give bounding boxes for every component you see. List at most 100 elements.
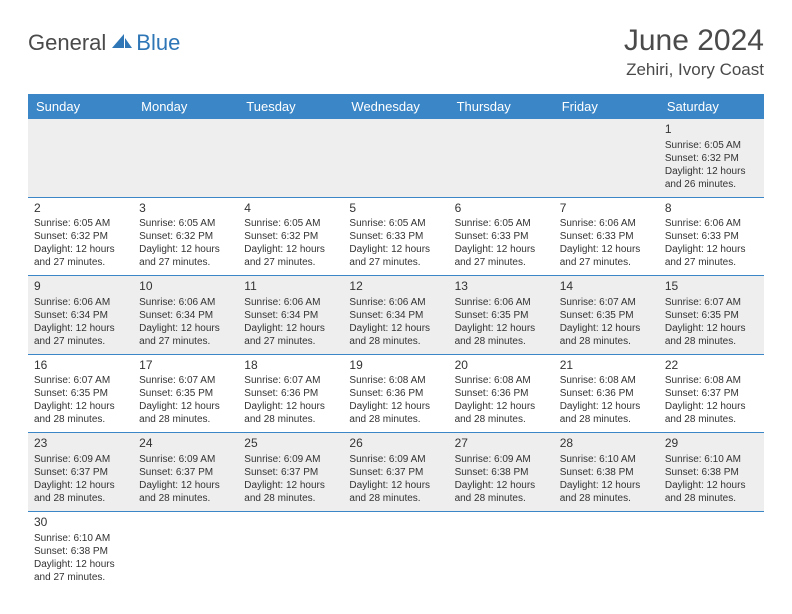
cell-d1: Daylight: 12 hours bbox=[455, 322, 548, 335]
calendar-cell-empty bbox=[28, 119, 133, 197]
cell-sunset: Sunset: 6:35 PM bbox=[34, 387, 127, 400]
calendar-cell: 13Sunrise: 6:06 AMSunset: 6:35 PMDayligh… bbox=[449, 276, 554, 354]
cell-d2: and 27 minutes. bbox=[560, 256, 653, 269]
calendar: Sunday Monday Tuesday Wednesday Thursday… bbox=[28, 94, 764, 590]
cell-d1: Daylight: 12 hours bbox=[665, 243, 758, 256]
calendar-cell: 9Sunrise: 6:06 AMSunset: 6:34 PMDaylight… bbox=[28, 276, 133, 354]
logo-text-general: General bbox=[28, 30, 106, 56]
day-header: Wednesday bbox=[343, 94, 448, 119]
calendar-cell: 12Sunrise: 6:06 AMSunset: 6:34 PMDayligh… bbox=[343, 276, 448, 354]
cell-sunset: Sunset: 6:36 PM bbox=[455, 387, 548, 400]
cell-d2: and 28 minutes. bbox=[244, 413, 337, 426]
cell-sunset: Sunset: 6:36 PM bbox=[244, 387, 337, 400]
cell-d1: Daylight: 12 hours bbox=[455, 479, 548, 492]
cell-sunrise: Sunrise: 6:09 AM bbox=[455, 453, 548, 466]
cell-d2: and 27 minutes. bbox=[34, 335, 127, 348]
cell-d1: Daylight: 12 hours bbox=[244, 400, 337, 413]
cell-sunset: Sunset: 6:34 PM bbox=[139, 309, 232, 322]
calendar-week: 16Sunrise: 6:07 AMSunset: 6:35 PMDayligh… bbox=[28, 355, 764, 434]
cell-sunrise: Sunrise: 6:06 AM bbox=[244, 296, 337, 309]
cell-d1: Daylight: 12 hours bbox=[34, 558, 127, 571]
cell-d2: and 28 minutes. bbox=[244, 492, 337, 505]
cell-d2: and 27 minutes. bbox=[244, 256, 337, 269]
cell-d1: Daylight: 12 hours bbox=[665, 479, 758, 492]
cell-sunset: Sunset: 6:37 PM bbox=[665, 387, 758, 400]
cell-sunrise: Sunrise: 6:07 AM bbox=[244, 374, 337, 387]
calendar-cell-empty bbox=[659, 512, 764, 590]
cell-d1: Daylight: 12 hours bbox=[34, 322, 127, 335]
cell-sunset: Sunset: 6:32 PM bbox=[139, 230, 232, 243]
cell-sunrise: Sunrise: 6:09 AM bbox=[349, 453, 442, 466]
cell-d1: Daylight: 12 hours bbox=[455, 400, 548, 413]
cell-d2: and 27 minutes. bbox=[665, 256, 758, 269]
calendar-cell: 8Sunrise: 6:06 AMSunset: 6:33 PMDaylight… bbox=[659, 198, 764, 276]
cell-d1: Daylight: 12 hours bbox=[560, 243, 653, 256]
cell-d2: and 27 minutes. bbox=[349, 256, 442, 269]
day-header-row: Sunday Monday Tuesday Wednesday Thursday… bbox=[28, 94, 764, 119]
calendar-cell: 28Sunrise: 6:10 AMSunset: 6:38 PMDayligh… bbox=[554, 433, 659, 511]
cell-d1: Daylight: 12 hours bbox=[560, 479, 653, 492]
page-title: June 2024 bbox=[624, 24, 764, 58]
calendar-cell-empty bbox=[133, 119, 238, 197]
calendar-cell-empty bbox=[343, 512, 448, 590]
cell-sunset: Sunset: 6:36 PM bbox=[560, 387, 653, 400]
cell-d1: Daylight: 12 hours bbox=[244, 243, 337, 256]
calendar-cell: 1Sunrise: 6:05 AMSunset: 6:32 PMDaylight… bbox=[659, 119, 764, 197]
cell-d2: and 27 minutes. bbox=[244, 335, 337, 348]
cell-d1: Daylight: 12 hours bbox=[665, 400, 758, 413]
calendar-cell: 3Sunrise: 6:05 AMSunset: 6:32 PMDaylight… bbox=[133, 198, 238, 276]
cell-d1: Daylight: 12 hours bbox=[560, 322, 653, 335]
cell-d1: Daylight: 12 hours bbox=[34, 400, 127, 413]
calendar-cell: 7Sunrise: 6:06 AMSunset: 6:33 PMDaylight… bbox=[554, 198, 659, 276]
cell-d2: and 28 minutes. bbox=[455, 492, 548, 505]
cell-d1: Daylight: 12 hours bbox=[139, 400, 232, 413]
calendar-cell: 29Sunrise: 6:10 AMSunset: 6:38 PMDayligh… bbox=[659, 433, 764, 511]
day-number: 3 bbox=[139, 201, 232, 217]
calendar-cell: 14Sunrise: 6:07 AMSunset: 6:35 PMDayligh… bbox=[554, 276, 659, 354]
cell-sunset: Sunset: 6:38 PM bbox=[34, 545, 127, 558]
calendar-cell: 20Sunrise: 6:08 AMSunset: 6:36 PMDayligh… bbox=[449, 355, 554, 433]
calendar-cell: 19Sunrise: 6:08 AMSunset: 6:36 PMDayligh… bbox=[343, 355, 448, 433]
day-header: Thursday bbox=[449, 94, 554, 119]
cell-sunrise: Sunrise: 6:07 AM bbox=[139, 374, 232, 387]
day-number: 26 bbox=[349, 436, 442, 452]
day-number: 19 bbox=[349, 358, 442, 374]
day-number: 25 bbox=[244, 436, 337, 452]
cell-d2: and 28 minutes. bbox=[560, 335, 653, 348]
cell-sunrise: Sunrise: 6:05 AM bbox=[34, 217, 127, 230]
cell-d2: and 28 minutes. bbox=[560, 413, 653, 426]
calendar-cell: 24Sunrise: 6:09 AMSunset: 6:37 PMDayligh… bbox=[133, 433, 238, 511]
calendar-week: 23Sunrise: 6:09 AMSunset: 6:37 PMDayligh… bbox=[28, 433, 764, 512]
cell-sunset: Sunset: 6:38 PM bbox=[665, 466, 758, 479]
day-number: 30 bbox=[34, 515, 127, 531]
day-number: 24 bbox=[139, 436, 232, 452]
cell-sunset: Sunset: 6:33 PM bbox=[560, 230, 653, 243]
day-number: 23 bbox=[34, 436, 127, 452]
day-number: 16 bbox=[34, 358, 127, 374]
cell-d1: Daylight: 12 hours bbox=[349, 479, 442, 492]
cell-sunrise: Sunrise: 6:06 AM bbox=[560, 217, 653, 230]
cell-d1: Daylight: 12 hours bbox=[244, 322, 337, 335]
day-number: 29 bbox=[665, 436, 758, 452]
cell-d1: Daylight: 12 hours bbox=[455, 243, 548, 256]
calendar-cell: 5Sunrise: 6:05 AMSunset: 6:33 PMDaylight… bbox=[343, 198, 448, 276]
calendar-cell: 10Sunrise: 6:06 AMSunset: 6:34 PMDayligh… bbox=[133, 276, 238, 354]
day-number: 28 bbox=[560, 436, 653, 452]
calendar-week: 30Sunrise: 6:10 AMSunset: 6:38 PMDayligh… bbox=[28, 512, 764, 590]
day-number: 6 bbox=[455, 201, 548, 217]
cell-sunrise: Sunrise: 6:07 AM bbox=[34, 374, 127, 387]
cell-sunrise: Sunrise: 6:06 AM bbox=[34, 296, 127, 309]
calendar-week: 2Sunrise: 6:05 AMSunset: 6:32 PMDaylight… bbox=[28, 198, 764, 277]
cell-d2: and 28 minutes. bbox=[455, 413, 548, 426]
cell-sunrise: Sunrise: 6:08 AM bbox=[349, 374, 442, 387]
cell-d2: and 28 minutes. bbox=[665, 413, 758, 426]
cell-sunrise: Sunrise: 6:06 AM bbox=[665, 217, 758, 230]
cell-sunrise: Sunrise: 6:08 AM bbox=[455, 374, 548, 387]
logo-text-blue: Blue bbox=[136, 30, 180, 56]
calendar-cell: 17Sunrise: 6:07 AMSunset: 6:35 PMDayligh… bbox=[133, 355, 238, 433]
day-number: 18 bbox=[244, 358, 337, 374]
calendar-cell-empty bbox=[238, 119, 343, 197]
cell-d1: Daylight: 12 hours bbox=[665, 322, 758, 335]
sail-icon bbox=[110, 32, 134, 50]
cell-sunset: Sunset: 6:35 PM bbox=[665, 309, 758, 322]
